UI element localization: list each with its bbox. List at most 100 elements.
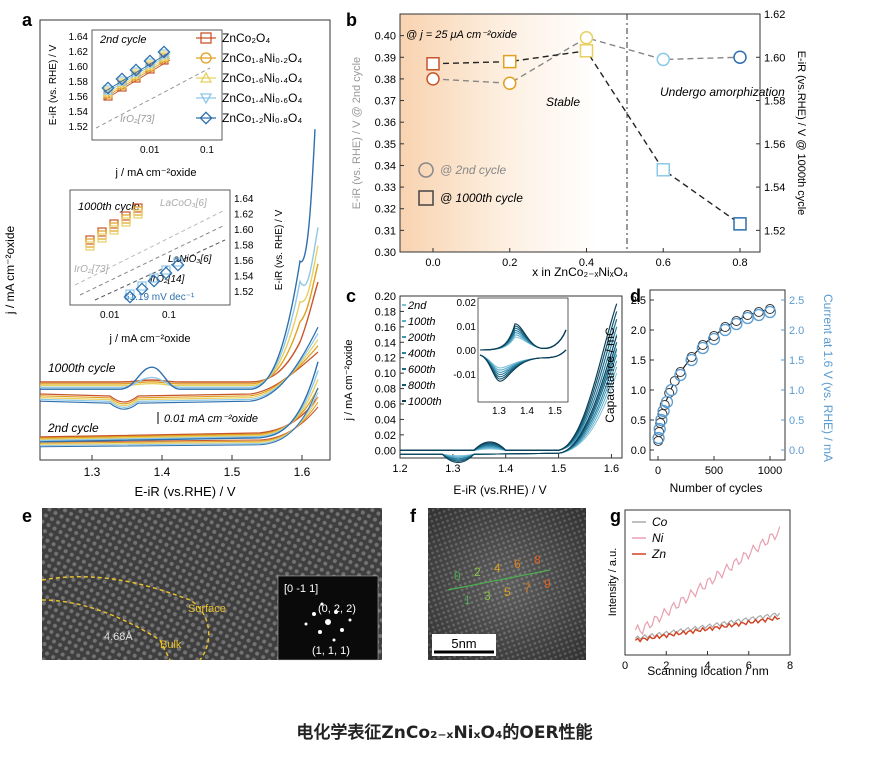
fft-spot [340,628,344,632]
inset-bottom-ytick: 1.54 [234,272,254,283]
panel-letter-c: c [346,286,356,306]
legend-down-triangle-icon [199,93,213,105]
fft-spot-111: (1, 1, 1) [312,645,350,657]
b-ytick-r-label: 1.60 [764,52,785,64]
panel-c: c 1.2 1.3 1.4 1.5 1.6 0.00 0.02 0.04 0.06 0.08 0.1… [343,286,623,497]
g-xtick-label: 2 [663,660,669,672]
inset-bottom-title: 1000th cycle [78,201,140,213]
scan-label-top: 0 [454,569,461,583]
g-legend-label: Zn [651,547,666,561]
legend-square-icon [200,32,212,44]
panel-d-frame [649,289,786,461]
b-xtick-label: 0.8 [732,257,747,269]
c-inset-xtick: 1.5 [548,406,562,417]
panel-a-xticks: 1.3 1.4 1.5 1.6 [84,455,311,479]
c-ytick-label: 0.18 [375,306,396,318]
c-ytick-label: 0.02 [375,430,396,442]
d-ytick-r-label: 0.0 [789,445,804,457]
inset-top-marker [157,45,171,59]
cv-2nd-4 [39,361,319,443]
legend-triangle-icon [199,71,213,83]
b-point-2nd [426,72,440,86]
surface-boundary [41,576,210,661]
inset-bottom-ytick: 1.62 [234,210,254,221]
inset-top-ytick: 1.54 [69,107,89,118]
inset-bottom-marker [135,282,149,296]
g-xtick-label: 4 [704,660,710,672]
panel-d-xlabel: Number of cycles [670,481,763,495]
g-legend-label: Ni [652,531,664,545]
cv-1000-1 [40,263,319,385]
panel-b-annotation: @ j = 25 μA cm⁻²oxide [406,29,517,41]
panel-c-inset [477,297,569,403]
g-legend-label: Co [652,515,668,529]
scan-label-bottom: 5 [504,585,511,599]
inset-bottom-marker [125,289,135,299]
scan-label-top: 6 [514,557,521,571]
inset-bottom-marker [85,241,95,251]
legend-label: ZnCo₁.₄Ni₀.₆O₄ [222,91,302,105]
scan-label-top: 8 [534,553,541,567]
panel-b-xlabel: x in ZnCo₂₋ₓNiₓO₄ [532,265,628,279]
inset-top-ref: IrO₂[73] [120,114,155,125]
panel-g-axes: 0 2 4 6 8 [622,651,793,672]
panel-d-ylabel-left: Capacitance / mC [603,327,617,423]
panel-a-xlabel: E-iR (vs.RHE) / V [134,484,235,499]
inset-bottom-marker [171,258,185,272]
fft-spot [348,618,352,622]
d-ytick-label: 0.5 [631,415,646,427]
label-1000th-cycle: 1000th cycle [48,361,116,375]
panel-g: g Intensity / a.u. Scanning location / n… [607,506,793,678]
a-xtick-label: 1.5 [224,465,241,479]
zone-axis: [0 -1 1] [284,583,318,595]
c-legend-label: 800th [408,380,436,392]
surface-label: Surface [188,603,226,615]
legend-label: ZnCo₁.₈Ni₀.₂O₄ [222,51,302,65]
inset-top-ytick: 1.52 [69,122,89,133]
inset-bottom-ylabel: E-iR (vs. RHE) / V [274,209,285,290]
cv-1000-4 [40,129,316,390]
d-ytick-label: 0.0 [631,445,646,457]
b-ytick-label: 0.33 [375,182,396,194]
c-inset-ytick: -0.01 [453,370,476,381]
b-point-2nd [503,76,517,90]
a-xtick-label: 1.3 [84,465,101,479]
inset-top-marker [129,63,143,77]
g-xtick-label: 8 [787,660,793,672]
scan-label-bottom: 7 [524,581,531,595]
panel-c-ylabel: j / mA cm⁻²oxide [343,340,355,422]
c-xtick-label: 1.3 [445,463,460,475]
inset-bottom-xtick-2: 0.1 [162,310,176,321]
fft-spot [320,602,324,606]
b-point-2nd [579,31,594,45]
inset-top-marker [143,54,157,68]
b-ytick-label: 0.32 [375,204,396,216]
panel-d-ylabel-right: Current at 1.6 V (vs. RHE) / mA [821,294,835,462]
panel-e: e Surface Bulk 4.68Å [0 -1 1] (0, 2, 2) … [22,506,382,661]
cv-1000-return-4 [39,326,319,410]
inset-bottom-xtick-1: 0.01 [100,310,120,321]
c-ytick-label: 0.14 [375,337,396,349]
legend-label: ZnCo₂O₄ [222,31,270,45]
inset-top-ytick: 1.64 [69,32,89,43]
b-ytick-label: 0.31 [375,225,396,237]
d-ytick-r-label: 1.5 [789,355,804,367]
inset-top-ytick: 1.62 [69,47,89,58]
panel-b-ylabel-right: E-iR (vs.RHE) / V @ 1000th cycle [795,51,807,216]
c-inset-ytick: 0.01 [457,322,477,333]
ref-lanio3: LaNiO₃[6] [168,254,212,265]
inset-top-marker [115,72,129,86]
inset-top-line [103,51,171,93]
d-ytick-label: 1.5 [631,355,646,367]
b-point-1000th [579,44,594,58]
c-cv-6 [400,303,618,451]
panel-g-frame [624,509,791,656]
region-stable: Stable [546,95,580,109]
d-current-point [696,341,709,355]
c-inset-ytick: 0.02 [457,298,477,309]
cv-1000-return-1 [39,345,319,405]
panel-letter-b: b [346,10,357,30]
scale-bar-label: 0.01 mA cm⁻²oxide [164,413,258,425]
d-current-point [763,305,777,319]
